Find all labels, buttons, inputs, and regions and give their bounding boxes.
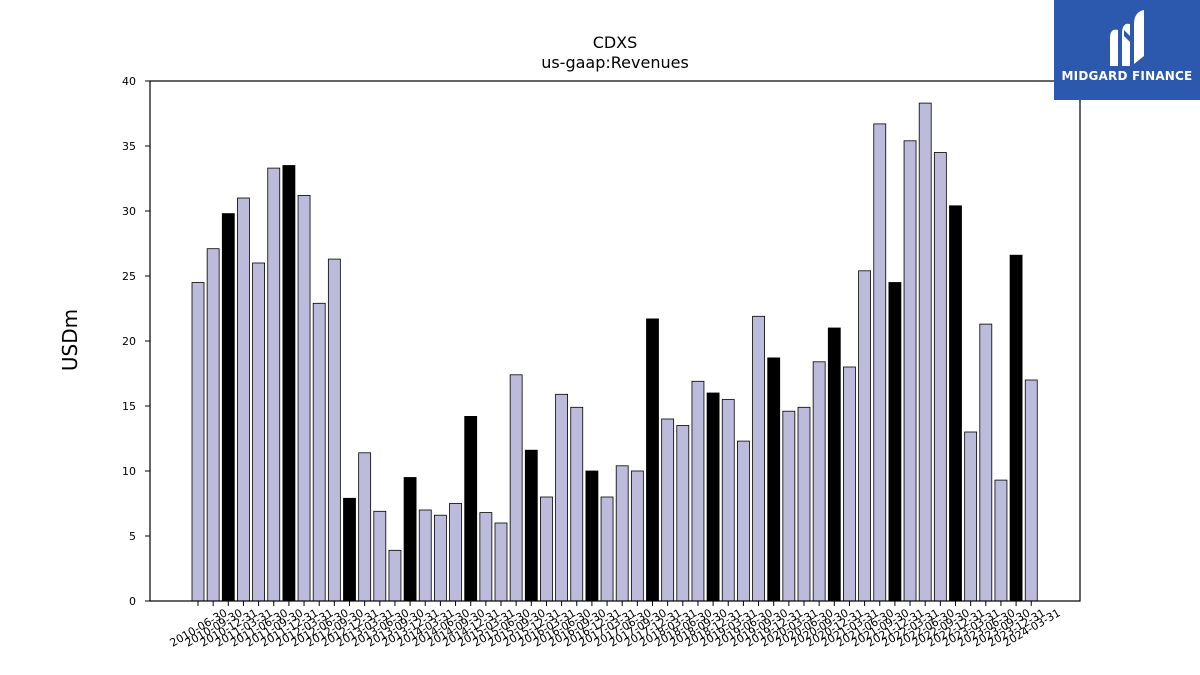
y-tick-label: 20 (122, 335, 136, 348)
bar (388, 549, 402, 602)
bar (888, 282, 902, 602)
bar (570, 406, 584, 602)
bar (221, 213, 235, 602)
bar (252, 262, 266, 602)
logo-mark-icon (1110, 10, 1144, 66)
bar (797, 406, 811, 602)
bar (676, 425, 690, 602)
bar (343, 497, 356, 602)
y-tick-label: 15 (122, 400, 136, 413)
bar (737, 440, 750, 602)
bar (903, 140, 917, 602)
bar (843, 366, 856, 602)
bar (615, 465, 629, 602)
midgard-finance-logo: MIDGARD FINANCE (1054, 0, 1200, 100)
bar (721, 399, 735, 602)
y-tick-label: 5 (129, 530, 136, 543)
y-tick-label: 30 (122, 205, 136, 218)
bar (585, 470, 599, 602)
bar (509, 374, 523, 602)
bar (752, 315, 765, 602)
y-tick-label: 0 (129, 595, 136, 608)
bar (827, 327, 841, 602)
bar (540, 496, 553, 602)
bar (282, 165, 296, 602)
bar (646, 318, 659, 602)
bar (327, 258, 341, 602)
bar (555, 393, 568, 602)
bar (1009, 254, 1023, 602)
y-tick-label: 40 (122, 75, 136, 88)
bar (812, 361, 826, 602)
bar (630, 470, 644, 602)
bar (706, 392, 720, 602)
bar (1024, 379, 1038, 602)
bar (691, 380, 705, 602)
bar (782, 410, 796, 602)
y-axis-label: USDm (58, 308, 82, 372)
bar (449, 503, 462, 602)
bar (767, 357, 781, 602)
bar (358, 452, 372, 602)
bar (964, 431, 978, 602)
y-tick-label: 10 (122, 465, 136, 478)
logo-text: MIDGARD FINANCE (1061, 69, 1193, 83)
bar (297, 194, 311, 602)
bar (600, 496, 614, 602)
bar (267, 167, 281, 602)
y-tick-label: 35 (122, 140, 136, 153)
bar (494, 522, 508, 602)
bar (994, 479, 1008, 602)
bar (949, 205, 962, 602)
bar (858, 270, 871, 602)
bar (933, 152, 947, 602)
bar (479, 512, 493, 602)
bar (418, 509, 432, 602)
chart-subtitle: us-gaap:Revenues (541, 53, 689, 72)
chart-title: CDXS (592, 33, 638, 52)
bar (191, 282, 205, 602)
bar (464, 415, 478, 602)
bar (979, 323, 993, 602)
bar (237, 197, 250, 602)
bar (524, 449, 538, 602)
bar (312, 302, 326, 602)
bar (661, 418, 675, 602)
bar (403, 477, 417, 602)
bar (918, 102, 932, 602)
bar (206, 248, 220, 602)
y-tick-label: 25 (122, 270, 136, 283)
bar (433, 514, 447, 602)
bar (373, 510, 387, 602)
bar (873, 123, 887, 602)
